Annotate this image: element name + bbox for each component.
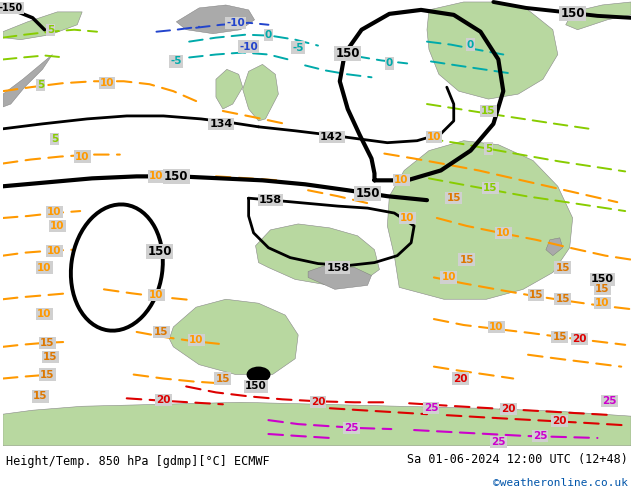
Polygon shape	[256, 224, 379, 285]
Text: 150: 150	[245, 381, 266, 392]
Polygon shape	[176, 5, 255, 34]
Text: 5: 5	[47, 24, 54, 35]
Text: 15: 15	[40, 369, 55, 380]
Text: 158: 158	[327, 263, 349, 272]
Text: 20: 20	[501, 404, 515, 414]
Text: -10: -10	[226, 18, 245, 28]
Text: -10: -10	[239, 42, 258, 51]
Text: 10: 10	[427, 132, 441, 142]
Text: -5: -5	[292, 43, 304, 52]
Text: -5: -5	[171, 56, 182, 67]
Text: 10: 10	[189, 335, 204, 345]
Text: 25: 25	[344, 423, 359, 433]
Text: 15: 15	[40, 338, 55, 348]
Text: 15: 15	[555, 294, 570, 304]
Polygon shape	[308, 266, 372, 289]
Text: 15: 15	[595, 284, 610, 294]
Text: 5: 5	[51, 134, 58, 144]
Text: 10: 10	[441, 272, 456, 282]
Text: 15: 15	[481, 106, 496, 116]
Text: 15: 15	[446, 193, 461, 203]
Text: 20: 20	[311, 397, 325, 407]
Text: 10: 10	[149, 290, 164, 300]
Polygon shape	[216, 70, 243, 109]
Text: 150: 150	[355, 187, 380, 200]
Text: 10: 10	[37, 263, 52, 272]
Text: 150: 150	[164, 170, 188, 183]
Text: 15: 15	[552, 332, 567, 342]
Text: 15: 15	[529, 290, 543, 300]
Text: 0: 0	[265, 30, 272, 40]
Text: 25: 25	[533, 431, 547, 441]
Text: 10: 10	[394, 175, 408, 185]
Text: 15: 15	[555, 263, 570, 272]
Text: 142: 142	[320, 132, 344, 142]
Text: 10: 10	[496, 228, 510, 238]
Text: 25: 25	[602, 396, 616, 406]
Text: 20: 20	[156, 395, 171, 405]
Text: 20: 20	[573, 334, 587, 344]
Text: 10: 10	[400, 213, 415, 223]
Text: 150: 150	[335, 47, 360, 60]
Polygon shape	[566, 2, 631, 30]
Text: 10: 10	[50, 221, 65, 231]
Text: 20: 20	[552, 416, 567, 426]
Text: 15: 15	[34, 392, 48, 401]
Text: 158: 158	[259, 195, 282, 205]
Text: 0: 0	[385, 58, 393, 69]
Text: ©weatheronline.co.uk: ©weatheronline.co.uk	[493, 478, 628, 489]
Text: Sa 01-06-2024 12:00 UTC (12+48): Sa 01-06-2024 12:00 UTC (12+48)	[407, 453, 628, 466]
Polygon shape	[169, 299, 298, 374]
Text: 5: 5	[485, 144, 492, 154]
Text: 15: 15	[460, 255, 474, 265]
Text: -150: -150	[0, 3, 23, 13]
Text: 20: 20	[453, 373, 468, 384]
Text: 10: 10	[47, 207, 61, 217]
Text: 25: 25	[491, 437, 505, 447]
Text: 10: 10	[489, 322, 503, 332]
Text: 0: 0	[467, 40, 474, 49]
Text: 10: 10	[37, 309, 52, 319]
Text: 10: 10	[100, 78, 114, 88]
Text: 10: 10	[47, 245, 61, 256]
Text: 150: 150	[560, 7, 585, 21]
Text: 150: 150	[591, 274, 614, 284]
Text: 134: 134	[209, 119, 233, 129]
Polygon shape	[3, 402, 631, 446]
Text: 15: 15	[483, 183, 498, 193]
Polygon shape	[243, 64, 278, 121]
Text: 150: 150	[147, 245, 172, 258]
Text: 25: 25	[424, 403, 438, 413]
Text: 15: 15	[43, 352, 58, 362]
Text: 5: 5	[37, 80, 44, 90]
Polygon shape	[546, 238, 563, 256]
Text: 10: 10	[75, 151, 89, 162]
Text: 10: 10	[595, 298, 610, 308]
Text: Height/Temp. 850 hPa [gdmp][°C] ECMWF: Height/Temp. 850 hPa [gdmp][°C] ECMWF	[6, 455, 270, 468]
Polygon shape	[427, 2, 558, 99]
Text: 15: 15	[216, 373, 230, 384]
Ellipse shape	[248, 368, 269, 382]
Polygon shape	[387, 141, 573, 299]
Polygon shape	[3, 54, 53, 107]
Text: 10: 10	[149, 172, 164, 181]
Text: 15: 15	[154, 327, 169, 337]
Polygon shape	[3, 12, 82, 40]
